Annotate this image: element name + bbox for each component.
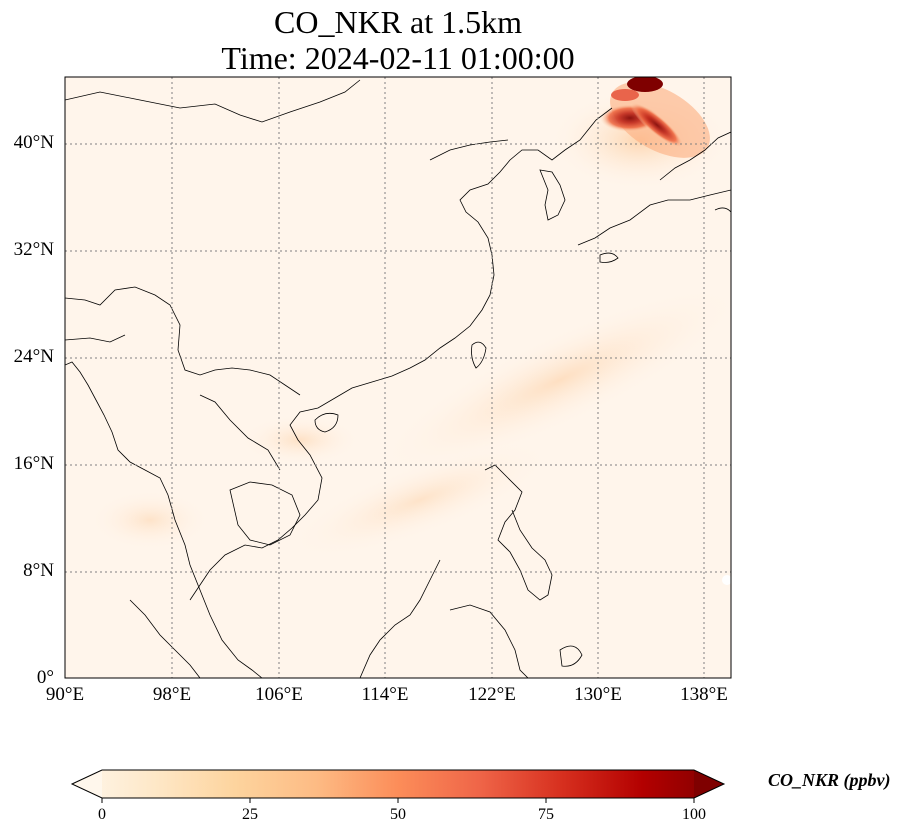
colorbar-extend-high (694, 770, 724, 798)
lat-tick-label: 24°N (13, 346, 54, 367)
colorbar (70, 769, 726, 803)
lon-tick-label: 130°E (574, 684, 622, 705)
colorbar-tick-label: 0 (98, 806, 106, 823)
map-title: CO_NKR at 1.5km (274, 4, 522, 40)
lon-tick-label: 98°E (152, 684, 192, 705)
colorbar-tick-label: 25 (242, 806, 258, 823)
colorbar-tick-label: 50 (390, 806, 406, 823)
colorbar-tick-label: 100 (682, 806, 706, 823)
lon-tick-label: 90°E (45, 684, 85, 705)
colorbar-tick-label: 75 (538, 806, 554, 823)
lon-tick-label: 106°E (255, 684, 303, 705)
lon-tick-label: 138°E (680, 684, 728, 705)
gridlines (65, 77, 731, 678)
map-subtitle-time: Time: 2024-02-11 01:00:00 (221, 40, 575, 76)
lat-tick-label: 8°N (23, 560, 54, 581)
coastlines (65, 79, 731, 678)
map-canvas (65, 77, 731, 678)
concentration-field (90, 77, 731, 585)
lat-tick-label: 40°N (13, 132, 54, 153)
lat-tick-label: 32°N (13, 239, 54, 260)
lat-tick-label: 0° (36, 667, 54, 688)
lon-tick-label: 122°E (468, 684, 516, 705)
colorbar-extend-low (72, 770, 102, 798)
colorbar-label: CO_NKR (ppbv) (768, 770, 891, 790)
lat-tick-label: 16°N (13, 453, 54, 474)
map-frame (64, 76, 732, 679)
lon-tick-label: 114°E (361, 684, 409, 705)
missing-data-patch (722, 575, 731, 585)
